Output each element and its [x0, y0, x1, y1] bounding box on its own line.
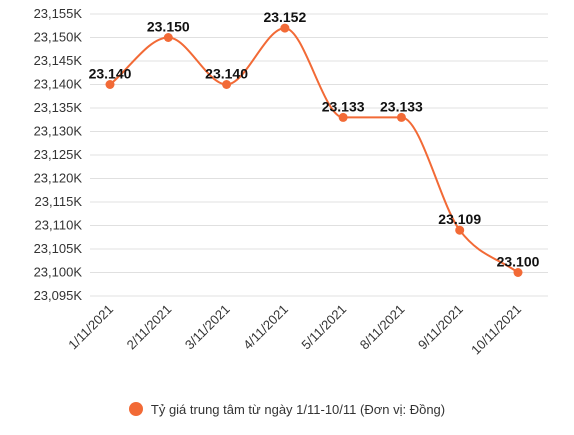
x-tick-label: 10/11/2021	[468, 302, 524, 358]
x-tick-label: 5/11/2021	[298, 302, 349, 353]
x-tick-label: 4/11/2021	[240, 302, 291, 353]
data-label: 23.100	[497, 254, 540, 270]
x-tick-label: 8/11/2021	[357, 302, 408, 353]
data-points	[105, 23, 523, 277]
y-tick-label: 23,110K	[35, 218, 83, 233]
data-label: 23.140	[89, 66, 132, 82]
y-tick-label: 23,140K	[34, 77, 83, 92]
x-tick-label: 2/11/2021	[124, 302, 175, 353]
y-tick-label: 23,135K	[34, 100, 83, 115]
legend: Tỷ giá trung tâm từ ngày 1/11-10/11 (Đơn…	[0, 402, 574, 417]
y-tick-label: 23,130K	[34, 124, 83, 139]
data-point	[163, 33, 173, 42]
x-tick-label: 1/11/2021	[65, 302, 116, 353]
data-point	[338, 112, 348, 122]
y-tick-label: 23,150K	[34, 30, 83, 45]
y-tick-label: 23,095K	[34, 288, 83, 303]
y-tick-label: 23,105K	[34, 241, 83, 256]
x-axis: 1/11/2021 2/11/2021 3/11/2021 4/11/2021 5/11…	[65, 302, 524, 358]
y-tick-label: 23,120K	[34, 171, 83, 186]
series-line	[109, 27, 519, 274]
grid-lines	[90, 13, 548, 297]
data-point	[222, 80, 232, 89]
y-axis: 23,095K 23,100K 23,105K 23,110K 23,115K 23,12…	[34, 6, 83, 303]
y-tick-label: 23,125K	[34, 147, 83, 162]
data-label: 23.152	[263, 9, 306, 25]
y-tick-label: 23,100K	[34, 265, 83, 280]
data-label: 23.133	[322, 98, 365, 114]
data-point	[455, 225, 465, 235]
data-label: 23.133	[380, 98, 423, 114]
data-point	[105, 80, 115, 89]
y-tick-label: 23,155K	[34, 6, 83, 21]
y-tick-label: 23,145K	[34, 53, 83, 68]
x-tick-label: 3/11/2021	[182, 302, 233, 353]
data-point	[280, 23, 290, 33]
legend-label: Tỷ giá trung tâm từ ngày 1/11-10/11 (Đơn…	[150, 402, 446, 417]
data-point	[513, 268, 523, 277]
x-tick-label: 9/11/2021	[415, 302, 466, 353]
data-label: 23.109	[438, 211, 481, 227]
data-labels: 23.140 23.150 23.140 23.152 23.133 23.133 23.1…	[89, 9, 540, 269]
data-label: 23.140	[205, 66, 248, 82]
data-label: 23.150	[147, 19, 190, 35]
legend-marker	[128, 402, 143, 416]
y-tick-label: 23,115K	[35, 194, 83, 209]
data-point	[396, 112, 406, 122]
